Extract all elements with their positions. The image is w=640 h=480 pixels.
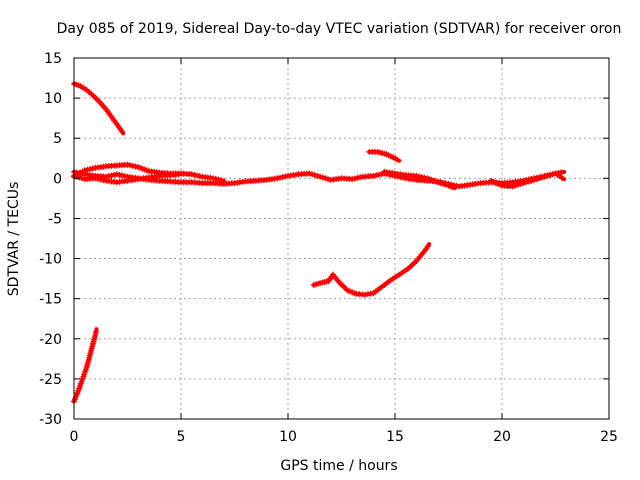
series-band xyxy=(72,81,126,136)
y-tick-label: 0 xyxy=(53,171,62,187)
data-point xyxy=(309,171,316,178)
data-point xyxy=(544,172,551,179)
data-point xyxy=(517,180,524,187)
data-point xyxy=(175,171,182,178)
grid-lines xyxy=(74,58,609,419)
x-axis-title: GPS time / hours xyxy=(280,458,397,474)
x-tick-label: 20 xyxy=(493,429,511,445)
data-point xyxy=(525,178,532,185)
y-tick-label: -10 xyxy=(39,252,62,268)
data-point xyxy=(314,172,321,179)
plot-frame xyxy=(73,57,610,420)
data-point xyxy=(118,128,125,135)
series-arc-main-c xyxy=(71,171,183,186)
data-point xyxy=(322,175,329,182)
series-arc-mid-low xyxy=(310,242,432,298)
data-point xyxy=(558,174,565,181)
data-point xyxy=(76,174,83,181)
y-tick-label: -20 xyxy=(39,332,62,348)
data-series xyxy=(71,80,567,405)
data-point xyxy=(541,173,548,180)
data-point xyxy=(317,173,324,180)
y-tick-label: -5 xyxy=(48,211,62,227)
data-point xyxy=(531,176,538,183)
y-tick-label: -25 xyxy=(39,372,62,388)
data-point xyxy=(528,177,535,184)
series-arc-early-high xyxy=(71,80,126,136)
y-tick-label: -30 xyxy=(39,412,62,428)
x-tick-label: 0 xyxy=(70,429,79,445)
series-arc-small-high xyxy=(366,148,402,163)
data-point xyxy=(539,174,546,181)
y-tick-label: 15 xyxy=(44,51,62,67)
x-tick-label: 5 xyxy=(177,429,186,445)
y-tick-label: -15 xyxy=(39,292,62,308)
data-point xyxy=(442,181,449,188)
data-point xyxy=(449,184,456,191)
data-point xyxy=(558,169,565,176)
x-tick-label: 10 xyxy=(279,429,297,445)
y-tick-label: 10 xyxy=(44,91,62,107)
y-tick-label: 5 xyxy=(53,131,62,147)
axis-ticks: 0 5 10 15 20 25 -30 -25 -20 -15 -10 -5 0 5 10 15 xyxy=(39,51,618,445)
data-point xyxy=(218,177,225,184)
data-point xyxy=(424,243,431,250)
data-point xyxy=(92,329,99,335)
data-point xyxy=(533,176,540,183)
data-point xyxy=(306,170,313,177)
data-point xyxy=(434,179,441,186)
data-point xyxy=(520,180,527,187)
data-point xyxy=(440,180,447,187)
series-band xyxy=(311,242,432,297)
y-axis-title: SDTVAR / TECUs xyxy=(6,182,22,297)
x-tick-label: 25 xyxy=(600,429,618,445)
data-point xyxy=(515,181,521,188)
x-tick-label: 15 xyxy=(386,429,404,445)
data-point xyxy=(394,156,401,163)
data-point xyxy=(325,176,332,183)
series-arc-main-e xyxy=(488,170,567,190)
series-arc-early-low xyxy=(71,327,99,405)
data-point xyxy=(509,183,516,190)
data-point xyxy=(523,179,530,186)
chart-title: Day 085 of 2019, Sidereal Day-to-day VTE… xyxy=(57,21,622,37)
series-arc-main-d xyxy=(381,168,457,191)
